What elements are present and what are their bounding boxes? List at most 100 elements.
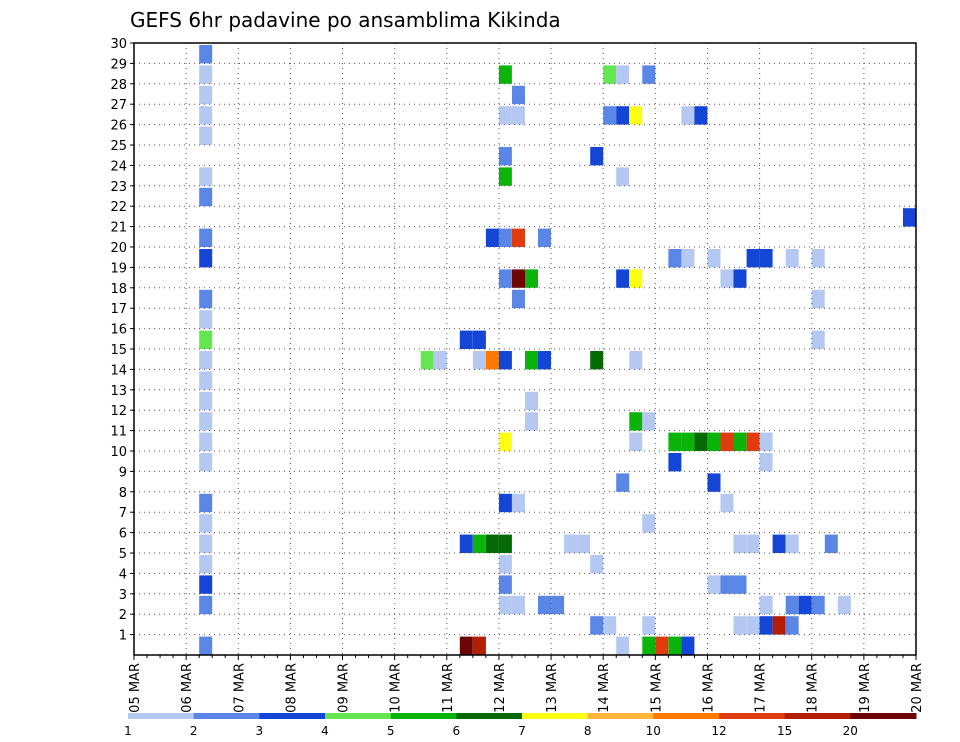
- colorbar-swatch: [784, 713, 851, 719]
- colorbar-label: 7: [518, 724, 526, 738]
- colorbar-label: 4: [321, 724, 329, 738]
- precip-cell: [538, 228, 551, 247]
- precip-cell: [668, 432, 682, 451]
- x-tick-label: 07 MAR: [232, 663, 247, 713]
- precip-cell: [564, 534, 578, 553]
- precip-cell: [616, 636, 630, 655]
- precip-cell: [459, 534, 473, 553]
- precip-cell: [472, 330, 486, 349]
- y-tick-label: 12: [110, 404, 127, 419]
- colorbar-label: 3: [255, 724, 263, 738]
- precip-cell: [498, 575, 512, 594]
- precip-cell: [498, 269, 512, 288]
- precip-cell: [199, 636, 213, 655]
- precip-cell: [459, 330, 473, 349]
- precip-cell: [485, 351, 499, 370]
- precip-cell: [733, 534, 747, 553]
- precip-cell: [720, 432, 734, 451]
- precip-cell: [616, 167, 630, 186]
- precip-cell: [199, 249, 213, 268]
- precip-cell: [642, 65, 656, 84]
- y-tick-label: 27: [110, 98, 127, 113]
- precip-cell: [525, 412, 538, 431]
- y-tick-label: 6: [119, 527, 127, 542]
- precip-cell: [199, 167, 213, 186]
- precip-cell: [681, 249, 695, 268]
- precip-cell: [772, 534, 786, 553]
- precip-cell: [498, 65, 512, 84]
- precip-cell: [629, 412, 643, 431]
- precip-cell: [707, 249, 721, 268]
- precip-cell: [199, 534, 213, 553]
- precip-cell: [616, 65, 630, 84]
- precip-cell: [811, 289, 825, 309]
- colorbar-label: 10: [646, 724, 661, 738]
- precip-cell: [746, 616, 760, 635]
- precip-cell: [512, 289, 525, 309]
- precip-cell: [199, 432, 213, 451]
- y-tick-label: 24: [110, 159, 127, 174]
- precip-cell: [707, 575, 721, 594]
- colorbar-swatch: [719, 713, 786, 719]
- colorbar-swatch: [325, 713, 392, 719]
- precip-cell: [759, 249, 773, 268]
- precip-cell: [759, 616, 773, 635]
- colorbar-label: 6: [452, 724, 460, 738]
- precip-cell: [498, 167, 512, 186]
- y-tick-label: 30: [110, 37, 127, 52]
- precip-cell: [785, 595, 799, 615]
- precip-cell: [420, 351, 434, 370]
- precip-cell: [746, 249, 760, 268]
- x-tick-label: 16 MAR: [701, 663, 716, 713]
- y-tick-label: 26: [110, 119, 127, 134]
- precip-cell: [746, 534, 760, 553]
- precip-cell: [199, 391, 213, 411]
- y-tick-label: 28: [110, 78, 127, 93]
- precip-cell: [759, 432, 773, 451]
- precip-cell: [199, 310, 213, 329]
- precip-cell: [681, 636, 695, 655]
- precip-cell: [538, 595, 551, 615]
- precip-cell: [472, 534, 486, 553]
- precip-cell: [629, 432, 643, 451]
- x-tick-label: 12 MAR: [493, 663, 508, 713]
- precip-cell: [603, 106, 617, 125]
- colorbar-swatch: [456, 713, 523, 719]
- precip-cell: [199, 126, 213, 145]
- precip-cell: [199, 289, 213, 309]
- precip-cell: [733, 616, 747, 635]
- precip-cell: [616, 269, 630, 288]
- precip-cell: [498, 432, 512, 451]
- precip-cell: [642, 514, 656, 533]
- y-tick-label: 14: [110, 363, 127, 378]
- y-tick-label: 1: [119, 629, 127, 644]
- y-tick-label: 8: [119, 486, 127, 501]
- precip-cell: [616, 106, 630, 125]
- precip-cell: [512, 228, 525, 247]
- precip-cell: [616, 473, 630, 492]
- precip-cell: [199, 351, 213, 370]
- colorbar-swatch: [850, 713, 917, 719]
- precip-cell: [785, 249, 799, 268]
- precip-cell: [655, 636, 669, 655]
- precip-cell: [199, 330, 213, 349]
- precip-cell: [811, 595, 825, 615]
- x-tick-label: 18 MAR: [806, 663, 821, 713]
- precip-cell: [199, 412, 213, 431]
- colorbar-swatch: [522, 713, 589, 719]
- precip-cell: [837, 595, 851, 615]
- precip-cell: [472, 351, 486, 370]
- chart-title: GEFS 6hr padavine po ansamblima Kikinda: [130, 8, 561, 32]
- precip-cell: [459, 636, 473, 655]
- y-tick-label: 3: [119, 588, 127, 603]
- precip-cell: [798, 595, 812, 615]
- precip-cell: [512, 85, 525, 105]
- precip-cell: [785, 616, 799, 635]
- x-tick-label: 17 MAR: [754, 663, 769, 713]
- precip-cell: [733, 269, 747, 288]
- plot-cells: [199, 45, 916, 655]
- y-tick-label: 25: [110, 139, 127, 154]
- precip-cell: [199, 453, 213, 472]
- precip-cell: [199, 371, 213, 390]
- precip-cell: [512, 595, 525, 615]
